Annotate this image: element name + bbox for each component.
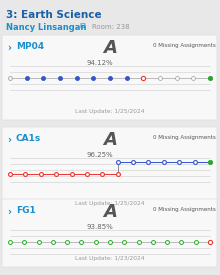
- Text: 93.85%: 93.85%: [87, 224, 113, 230]
- Text: CA1s: CA1s: [16, 134, 41, 143]
- Text: ✉: ✉: [80, 23, 86, 29]
- Text: A: A: [103, 131, 117, 149]
- FancyBboxPatch shape: [2, 127, 217, 212]
- FancyBboxPatch shape: [2, 35, 217, 120]
- Text: A: A: [103, 203, 117, 221]
- Text: ›: ›: [7, 43, 11, 53]
- Text: Room: 238: Room: 238: [92, 24, 130, 30]
- FancyBboxPatch shape: [2, 199, 217, 267]
- Text: Last Update: 1/23/2024: Last Update: 1/23/2024: [75, 256, 145, 261]
- Text: ›: ›: [7, 135, 11, 145]
- Text: 3: Earth Science: 3: Earth Science: [6, 10, 102, 20]
- Text: 0 Missing Assignments: 0 Missing Assignments: [153, 207, 216, 212]
- Text: Nancy Linsangan: Nancy Linsangan: [6, 23, 86, 32]
- Text: Last Update: 1/25/2024: Last Update: 1/25/2024: [75, 201, 145, 206]
- Text: 96.25%: 96.25%: [87, 152, 113, 158]
- Text: 0 Missing Assignments: 0 Missing Assignments: [153, 43, 216, 48]
- Text: 0 Missing Assignments: 0 Missing Assignments: [153, 135, 216, 140]
- Text: A: A: [103, 39, 117, 57]
- Text: 94.12%: 94.12%: [87, 60, 113, 66]
- Text: FG1: FG1: [16, 206, 36, 215]
- Text: MP04: MP04: [16, 42, 44, 51]
- Text: Last Update: 1/25/2024: Last Update: 1/25/2024: [75, 109, 145, 114]
- Text: ›: ›: [7, 207, 11, 217]
